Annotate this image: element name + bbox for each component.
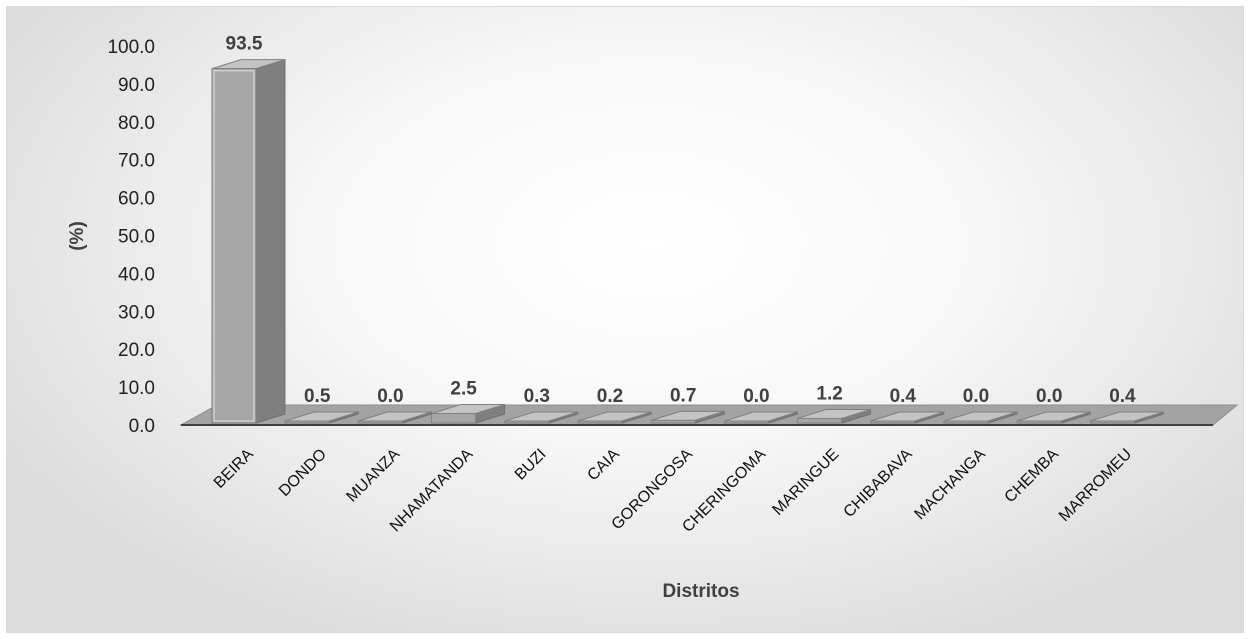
x-tick-label: CHEMBA: [1002, 446, 1063, 507]
data-label: 0.7: [670, 385, 696, 406]
data-label: 1.2: [816, 383, 842, 404]
bar-front-face: [284, 420, 330, 424]
bar: [357, 411, 432, 424]
bar-side-face: [255, 58, 286, 424]
bar-front-face: [650, 419, 696, 424]
bar-front-face: [1089, 420, 1135, 424]
y-tick-label: 40.0: [118, 264, 155, 285]
bar: [284, 411, 359, 424]
bar-front-face: [357, 420, 403, 424]
bar-front-face: [723, 420, 769, 424]
data-label: 0.0: [963, 386, 989, 407]
chart-svg: 0.0 10.0 20.0 30.0 40.0 50.0 60.0 70.0 80.0 90.0 1…: [67, 34, 1239, 602]
y-tick-label: 20.0: [118, 340, 155, 361]
bars: [211, 58, 1164, 424]
bar: [650, 410, 725, 424]
bar: [870, 411, 945, 424]
bar-front-face: [943, 420, 989, 424]
y-tick-label: 10.0: [118, 378, 155, 399]
bar: [943, 411, 1018, 424]
bar-highlight: [213, 69, 255, 422]
data-label: 0.0: [743, 386, 769, 407]
y-tick-label: 90.0: [118, 75, 155, 96]
x-tick-label: CHIBABAVA: [841, 446, 916, 521]
data-label: 0.2: [597, 386, 623, 407]
data-label: 93.5: [226, 34, 263, 55]
bar-front-face: [211, 68, 257, 424]
bar: [504, 411, 579, 424]
y-tick-label: 100.0: [107, 37, 155, 58]
y-tick-label: 80.0: [118, 113, 155, 134]
data-label: 0.3: [524, 386, 550, 407]
y-tick-label: 50.0: [118, 227, 155, 248]
bar-front-face: [431, 413, 477, 424]
x-tick-label: CAIA: [584, 446, 623, 485]
chart-area: 0.0 10.0 20.0 30.0 40.0 50.0 60.0 70.0 80.0 90.0 1…: [6, 6, 1244, 633]
x-axis-title: Distritos: [662, 581, 739, 602]
bar: [723, 411, 798, 424]
y-axis-title: (%): [67, 221, 88, 251]
x-tick-label: DONDO: [276, 446, 330, 500]
bar-front-face: [1016, 420, 1062, 424]
bar-front-face: [577, 420, 623, 424]
data-label: 0.0: [1036, 386, 1062, 407]
y-tick-label: 60.0: [118, 189, 155, 210]
bar: [1089, 411, 1164, 424]
data-label: 0.0: [377, 386, 403, 407]
y-tick-label: 0.0: [129, 416, 155, 437]
bar: [211, 58, 286, 424]
bar-front-face: [870, 420, 916, 424]
bar: [797, 408, 872, 424]
data-label: 0.4: [1109, 386, 1136, 407]
x-tick-label: MACHANGA: [911, 446, 989, 524]
x-tick-label: BUZI: [512, 446, 550, 484]
bar: [431, 403, 506, 424]
bar-front-face: [504, 420, 550, 424]
x-tick-label: MARINGUE: [769, 446, 842, 519]
data-label: 0.5: [304, 386, 331, 407]
x-tick-label: MUANZA: [343, 446, 403, 506]
y-tick-label: 30.0: [118, 302, 155, 323]
bar-front-face: [797, 417, 843, 424]
y-axis: 0.0 10.0 20.0 30.0 40.0 50.0 60.0 70.0 80.0 90.0 1…: [107, 37, 155, 437]
x-tick-label: BEIRA: [211, 446, 257, 492]
y-tick-label: 70.0: [118, 151, 155, 172]
data-label: 0.4: [890, 386, 917, 407]
data-label: 2.5: [450, 379, 477, 400]
bar: [577, 411, 652, 424]
data-labels: 93.5 0.5 0.0 2.5 0.3 0.2 0.7 0.0 1.2 0.4 0.0 0.0 0.4: [226, 34, 1137, 407]
bar: [1016, 411, 1091, 424]
x-tick-label: MARROMEU: [1056, 446, 1135, 525]
